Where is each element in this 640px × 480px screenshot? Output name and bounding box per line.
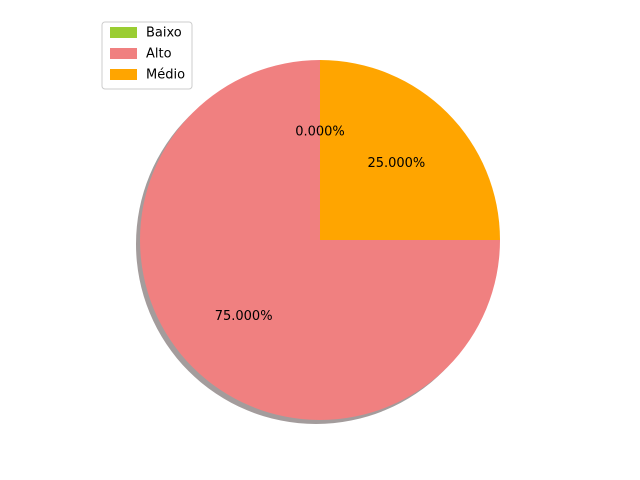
slice-medio — [320, 60, 500, 240]
legend-swatch-alto — [110, 48, 137, 59]
percent-label-baixo: 0.000% — [295, 125, 345, 140]
legend-swatch-baixo — [110, 27, 137, 38]
pie-slices — [140, 60, 500, 420]
legend-label-alto: Alto — [146, 47, 172, 62]
pie-percent-labels: 0.000% 75.000% 25.000% — [215, 125, 426, 324]
legend-swatch-medio — [110, 69, 137, 80]
legend-label-medio: Médio — [146, 68, 185, 83]
legend: Baixo Alto Médio — [101, 21, 193, 90]
legend-label-baixo: Baixo — [146, 26, 182, 41]
percent-label-alto: 75.000% — [215, 309, 273, 324]
percent-label-medio: 25.000% — [367, 156, 425, 171]
